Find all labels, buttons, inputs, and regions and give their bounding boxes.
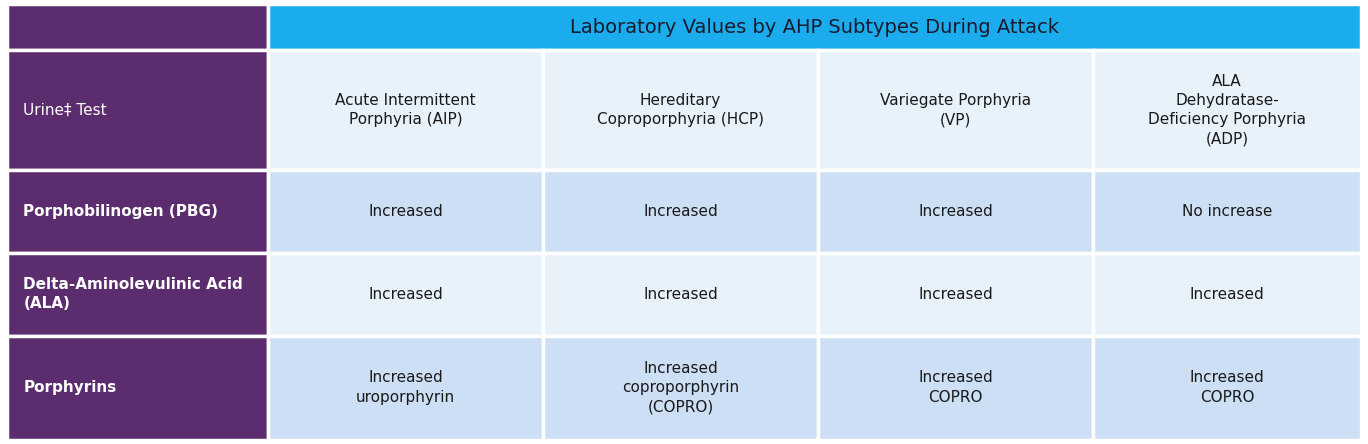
Text: Increased: Increased: [643, 287, 718, 302]
Text: Hereditary
Coproporphyria (HCP): Hereditary Coproporphyria (HCP): [596, 93, 765, 127]
FancyBboxPatch shape: [818, 50, 1093, 170]
FancyBboxPatch shape: [7, 336, 268, 440]
FancyBboxPatch shape: [268, 253, 543, 336]
Text: Increased
uroporphyrin: Increased uroporphyrin: [356, 370, 456, 404]
Text: Urine‡ Test: Urine‡ Test: [23, 103, 107, 118]
FancyBboxPatch shape: [818, 253, 1093, 336]
FancyBboxPatch shape: [543, 50, 818, 170]
FancyBboxPatch shape: [543, 170, 818, 253]
Text: Laboratory Values by AHP Subtypes During Attack: Laboratory Values by AHP Subtypes During…: [570, 18, 1059, 36]
Text: Variegate Porphyria
(VP): Variegate Porphyria (VP): [880, 93, 1031, 127]
Text: Acute Intermittent
Porphyria (AIP): Acute Intermittent Porphyria (AIP): [335, 93, 476, 127]
Text: Increased: Increased: [1190, 287, 1264, 302]
FancyBboxPatch shape: [268, 170, 543, 253]
FancyBboxPatch shape: [543, 253, 818, 336]
Text: Increased: Increased: [918, 287, 993, 302]
FancyBboxPatch shape: [7, 4, 268, 50]
Text: Increased: Increased: [643, 204, 718, 219]
FancyBboxPatch shape: [7, 253, 268, 336]
FancyBboxPatch shape: [1093, 253, 1361, 336]
FancyBboxPatch shape: [268, 50, 543, 170]
Text: Increased: Increased: [368, 204, 443, 219]
FancyBboxPatch shape: [268, 336, 543, 440]
Text: No increase: No increase: [1182, 204, 1272, 219]
FancyBboxPatch shape: [543, 336, 818, 440]
Text: Porphyrins: Porphyrins: [23, 380, 116, 395]
Text: Increased: Increased: [918, 204, 993, 219]
FancyBboxPatch shape: [1093, 336, 1361, 440]
FancyBboxPatch shape: [818, 170, 1093, 253]
Text: Porphobilinogen (PBG): Porphobilinogen (PBG): [23, 204, 218, 219]
Text: ALA
Dehydratase-
Deficiency Porphyria
(ADP): ALA Dehydratase- Deficiency Porphyria (A…: [1148, 74, 1306, 146]
FancyBboxPatch shape: [818, 336, 1093, 440]
FancyBboxPatch shape: [7, 170, 268, 253]
FancyBboxPatch shape: [1093, 50, 1361, 170]
Text: Increased
COPRO: Increased COPRO: [1190, 370, 1264, 404]
FancyBboxPatch shape: [268, 4, 1361, 50]
Text: Increased: Increased: [368, 287, 443, 302]
FancyBboxPatch shape: [1093, 170, 1361, 253]
Text: Increased
coproporphyrin
(COPRO): Increased coproporphyrin (COPRO): [622, 361, 739, 414]
FancyBboxPatch shape: [7, 50, 268, 170]
Text: Increased
COPRO: Increased COPRO: [918, 370, 993, 404]
Text: Delta-Aminolevulinic Acid
(ALA): Delta-Aminolevulinic Acid (ALA): [23, 277, 244, 311]
